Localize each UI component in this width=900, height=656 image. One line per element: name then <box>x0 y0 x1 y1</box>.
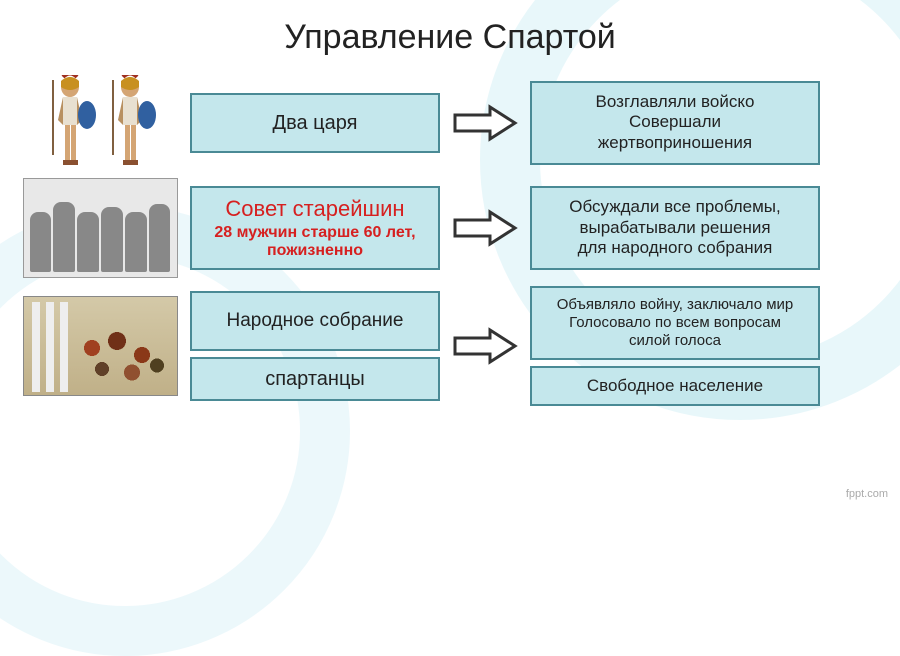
box-council-title: Совет старейшин <box>206 196 424 222</box>
arrow-icon <box>450 103 520 143</box>
council-image <box>20 178 180 278</box>
page-title: Управление Спартой <box>20 18 880 57</box>
kings-image <box>20 75 180 170</box>
box-free-pop-text: Свободное население <box>546 376 804 396</box>
row-kings: Два царя Возглавляли войско Совершали же… <box>20 75 880 170</box>
watermark: fppt.com <box>846 488 888 500</box>
box-council-sub: 28 мужчин старше 60 лет, пожизненно <box>206 224 424 260</box>
box-spartans: спартанцы <box>190 357 440 401</box>
text-line: Обсуждали все проблемы, <box>546 197 804 217</box>
text-line: Совершали <box>546 112 804 132</box>
box-council-func: Обсуждали все проблемы, вырабатывали реш… <box>530 186 820 270</box>
arrow-icon <box>450 208 520 248</box>
text-line: Возглавляли войско <box>546 92 804 112</box>
box-free-pop: Свободное население <box>530 366 820 406</box>
text-line: вырабатывали решения <box>546 218 804 238</box>
text-line: для народного собрания <box>546 238 804 258</box>
row-council: Совет старейшин 28 мужчин старше 60 лет,… <box>20 178 880 278</box>
assembly-image <box>20 296 180 396</box>
box-assembly-func: Объявляло войну, заключало мир Голосовал… <box>530 286 820 360</box>
box-council: Совет старейшин 28 мужчин старше 60 лет,… <box>190 186 440 270</box>
row-assembly: Народное собрание спартанцы Объявляло во… <box>20 286 880 406</box>
text-line: жертвоприношения <box>546 133 804 153</box>
text-line: силой голоса <box>546 332 804 350</box>
arrow-icon <box>450 326 520 366</box>
text-line: Голосовало по всем вопросам <box>546 314 804 332</box>
box-kings-func: Возглавляли войско Совершали жертвоприно… <box>530 81 820 165</box>
box-spartans-text: спартанцы <box>206 367 424 391</box>
box-kings-text: Два царя <box>206 111 424 135</box>
box-assembly: Народное собрание <box>190 291 440 351</box>
box-kings: Два царя <box>190 93 440 153</box>
box-assembly-text: Народное собрание <box>206 310 424 333</box>
text-line: Объявляло войну, заключало мир <box>546 296 804 314</box>
